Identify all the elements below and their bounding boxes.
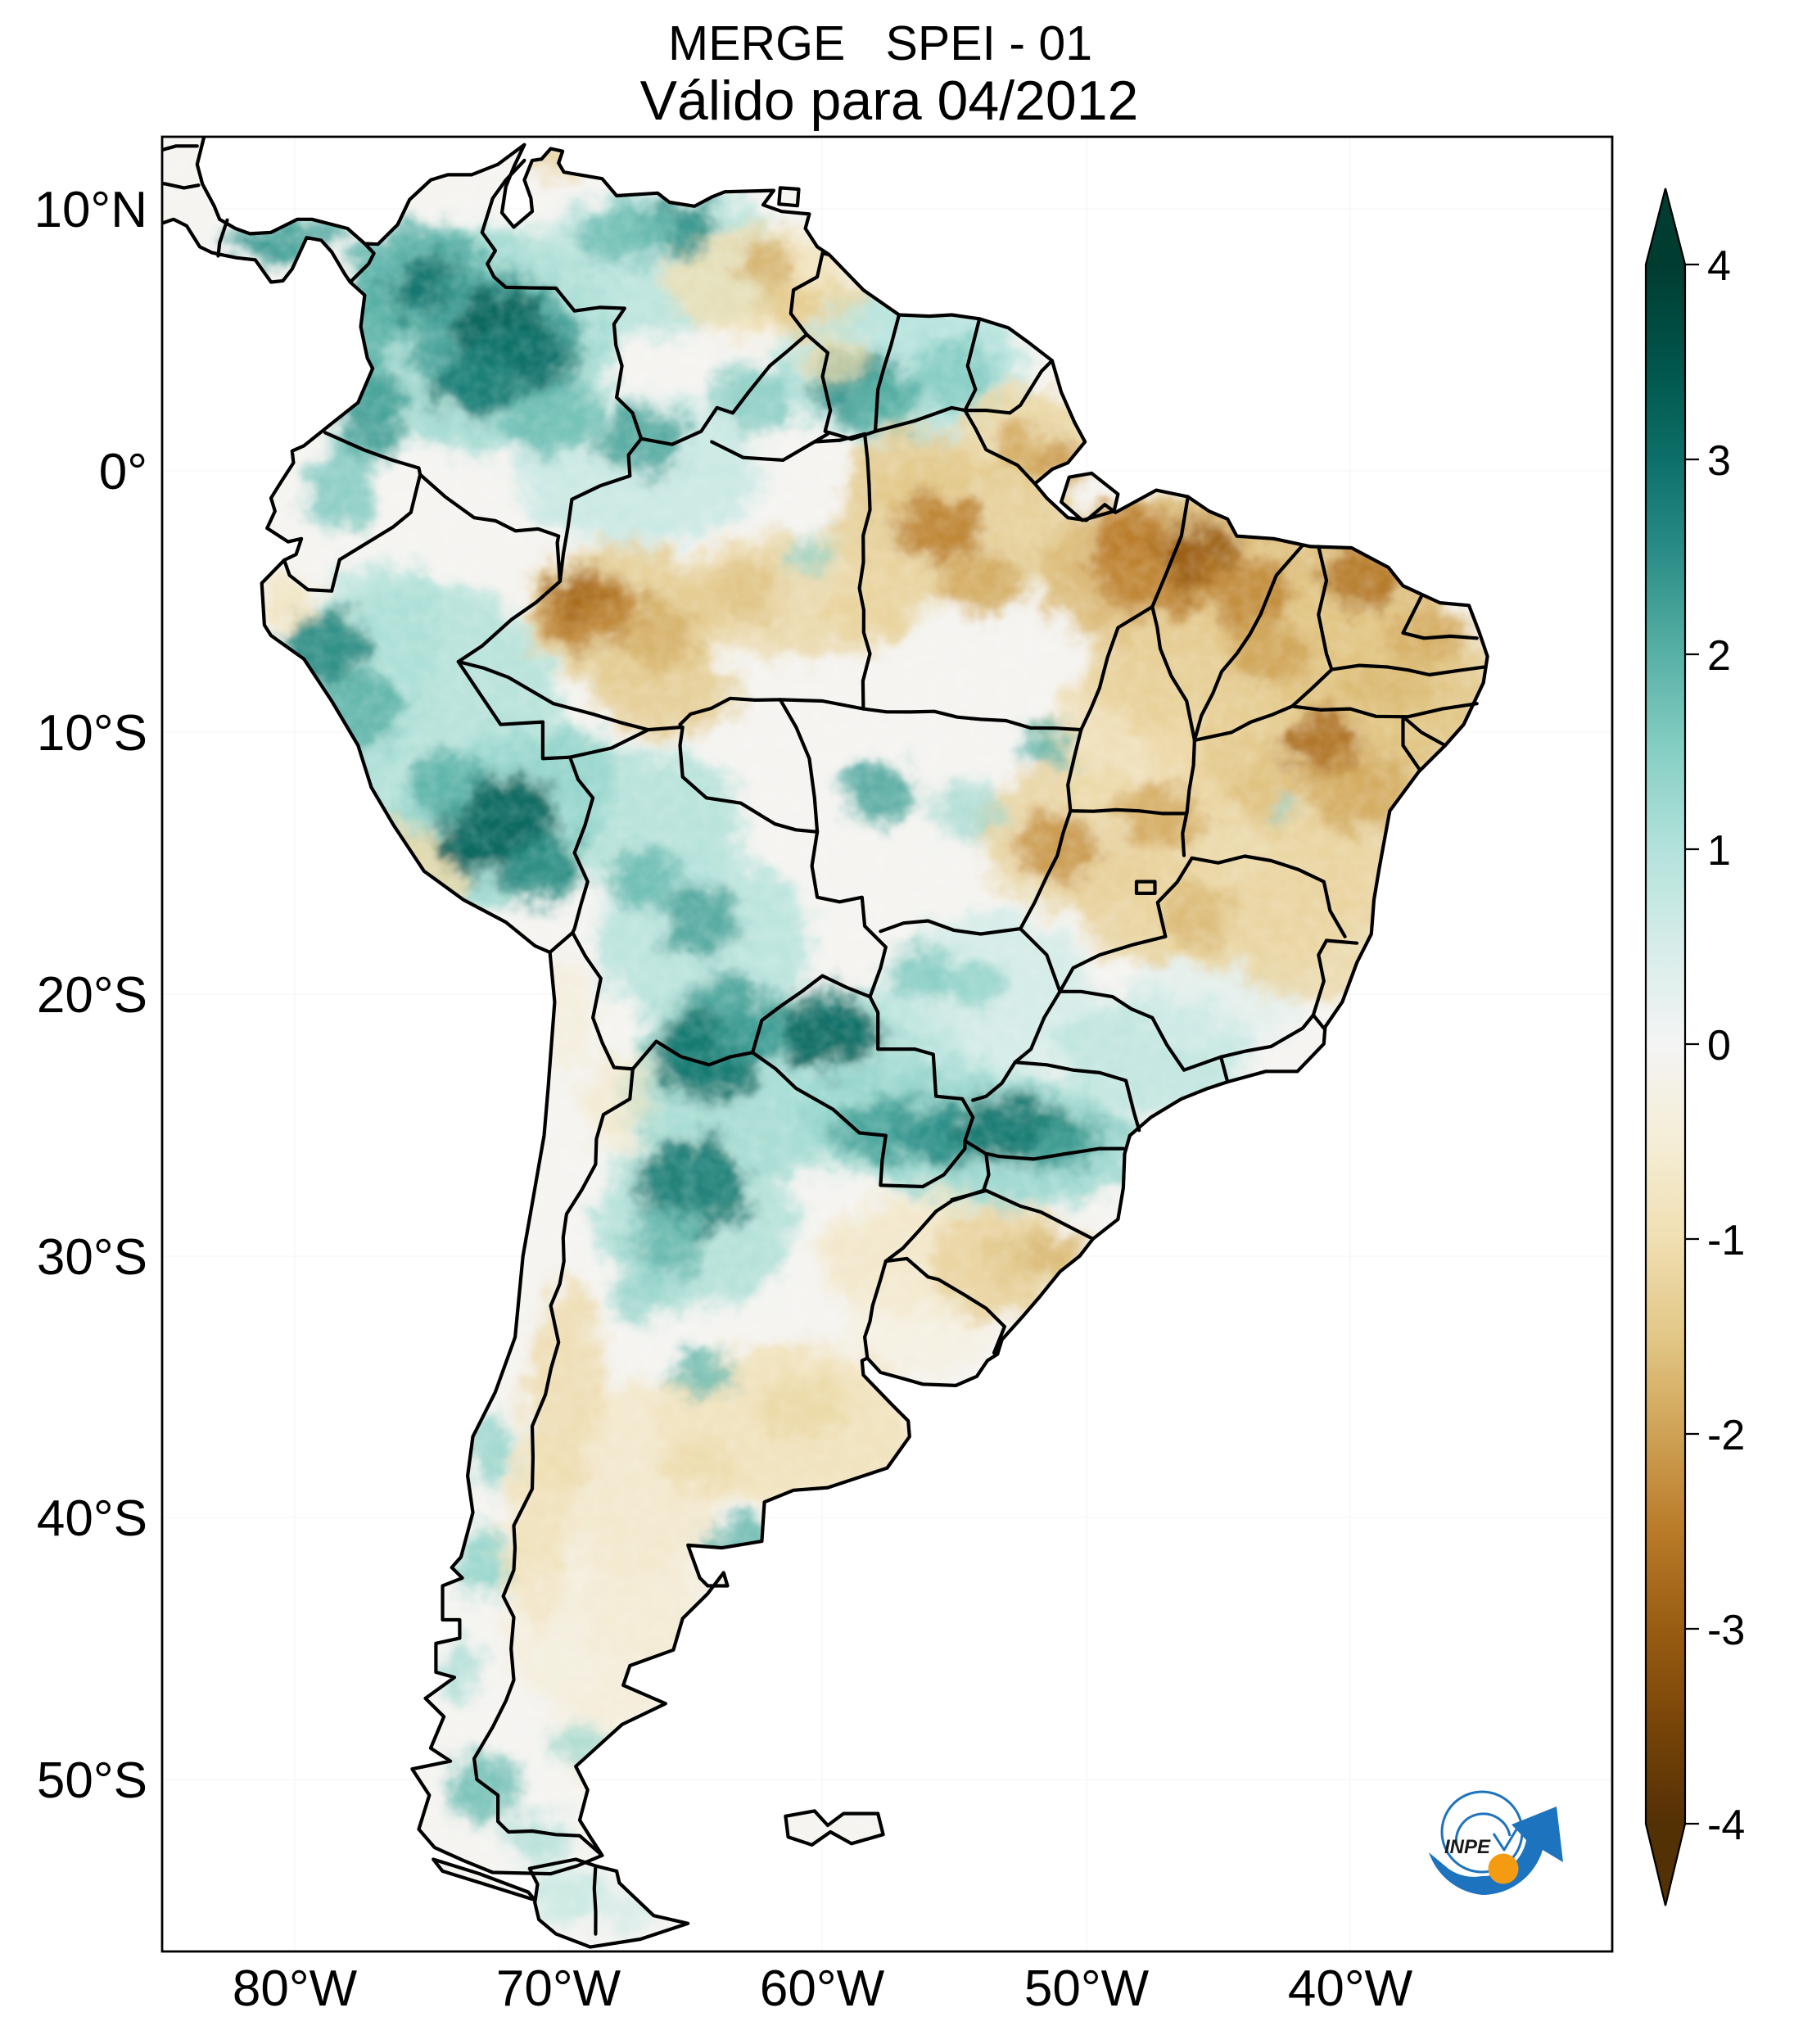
svg-text:Válido para 04/2012: Válido para 04/2012	[640, 70, 1139, 132]
svg-text:-1: -1	[1707, 1217, 1745, 1264]
svg-text:INPE: INPE	[1444, 1836, 1491, 1858]
svg-text:80°W: 80°W	[233, 1960, 358, 2017]
svg-text:-2: -2	[1707, 1412, 1745, 1459]
svg-text:3: 3	[1707, 437, 1731, 485]
svg-text:-3: -3	[1707, 1607, 1745, 1654]
svg-text:0°: 0°	[99, 444, 147, 500]
svg-text:2: 2	[1707, 632, 1731, 680]
svg-text:50°S: 50°S	[37, 1752, 147, 1809]
svg-text:40°W: 40°W	[1288, 1960, 1413, 2017]
svg-text:40°S: 40°S	[37, 1490, 147, 1547]
svg-text:70°W: 70°W	[496, 1960, 621, 2017]
svg-text:1: 1	[1707, 827, 1731, 875]
svg-text:4: 4	[1707, 242, 1731, 290]
svg-text:10°S: 10°S	[37, 705, 147, 762]
svg-text:60°W: 60°W	[760, 1960, 885, 2017]
svg-text:30°S: 30°S	[37, 1229, 147, 1286]
svg-text:20°S: 20°S	[37, 967, 147, 1024]
svg-text:50°W: 50°W	[1024, 1960, 1150, 2017]
svg-text:10°N: 10°N	[34, 182, 147, 238]
svg-text:MERGE SPEI - 01: MERGE SPEI - 01	[668, 16, 1092, 70]
svg-text:-4: -4	[1707, 1802, 1745, 1849]
svg-text:0: 0	[1707, 1022, 1731, 1069]
